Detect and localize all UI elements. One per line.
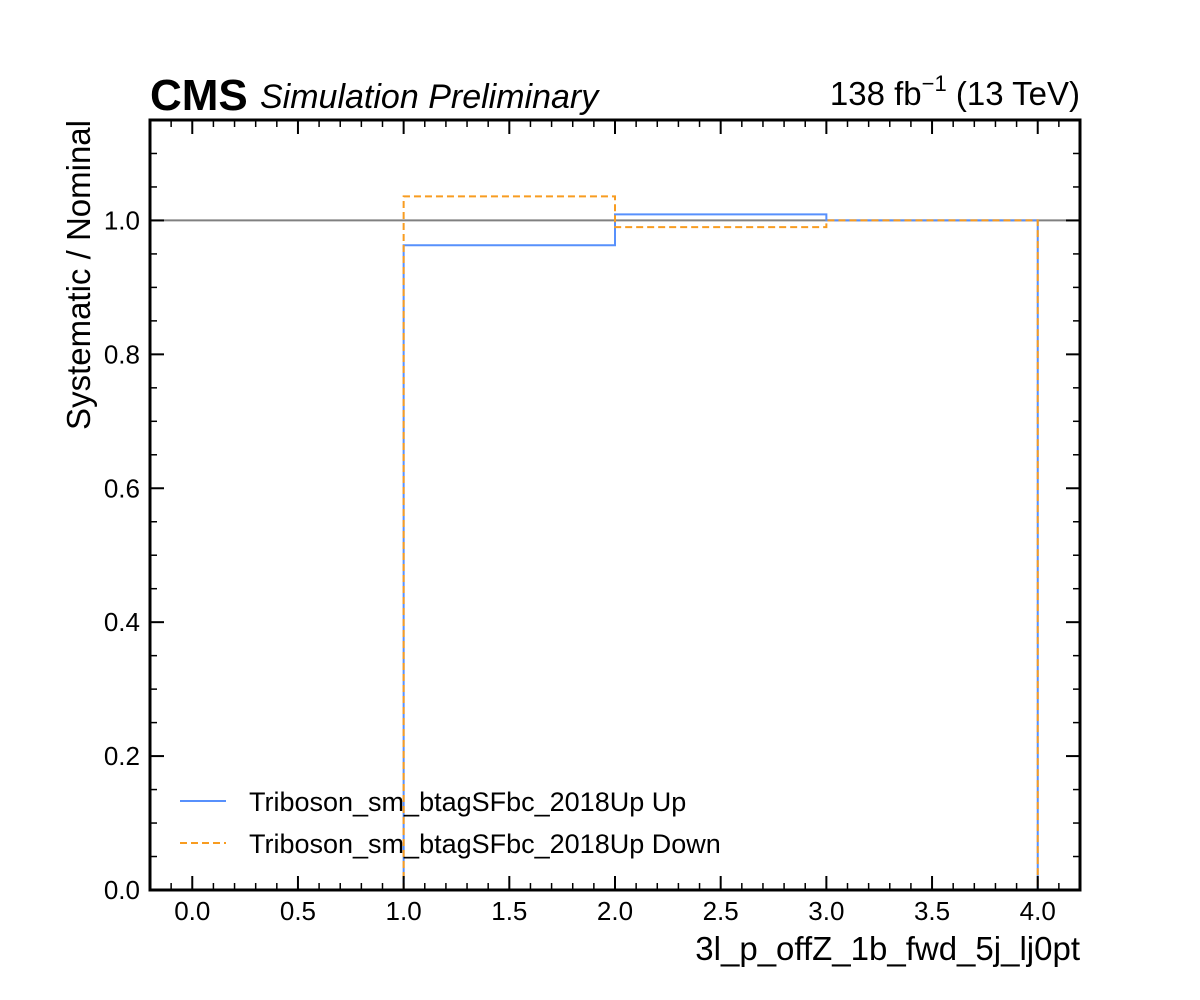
x-tick-label: 2.0 (597, 896, 633, 926)
lumi-value: 138 fb (830, 75, 922, 112)
status-label: Simulation Preliminary (260, 78, 600, 116)
y-tick-label: 0.6 (104, 473, 140, 503)
experiment-label: CMS (150, 71, 248, 120)
legend-label-2: Triboson_sm_btagSFbc_2018Up Down (249, 829, 721, 859)
plot-area: 0.0 0.5 1.0 1.5 2.0 2.5 3.0 3.5 4.0 0.0 0.2 0.4 0.6… (104, 118, 1082, 926)
y-tick-label: 0.2 (104, 741, 140, 771)
y-tick-label: 1.0 (104, 205, 140, 235)
legend-label-1: Triboson_sm_btagSFbc_2018Up Up (249, 787, 686, 817)
series-2-step-line (402, 195, 1039, 890)
x-tick-label: 3.5 (914, 896, 950, 926)
y-tick-label: 0.8 (104, 339, 140, 369)
y-axis-title: Systematic / Nominal (60, 120, 97, 430)
x-tick-label: 3.0 (808, 896, 844, 926)
y-tick-label: 0.4 (104, 607, 140, 637)
x-tick-label: 0.0 (174, 896, 210, 926)
x-tick-label: 1.5 (491, 896, 527, 926)
legend: Triboson_sm_btagSFbc_2018Up Up Triboson_s… (180, 787, 721, 859)
y-tick-label: 0.0 (104, 875, 140, 905)
x-tick-label: 0.5 (280, 896, 316, 926)
series-1-step-line (402, 213, 1039, 890)
plot-frame (148, 118, 1082, 892)
series-layer (402, 195, 1039, 890)
lumi-exponent: −1 (922, 71, 947, 96)
lumi-energy: (13 TeV) (947, 75, 1080, 112)
x-axis-title: 3l_p_offZ_1b_fwd_5j_lj0pt (695, 930, 1080, 967)
x-tick-label: 2.5 (703, 896, 739, 926)
y-axis-ticks: 0.0 0.2 0.4 0.6 0.8 1.0 (104, 152, 1080, 905)
x-tick-label: 1.0 (386, 896, 422, 926)
lumi-label: 138 fb−1 (13 TeV) (830, 71, 1080, 112)
x-axis-ticks: 0.0 0.5 1.0 1.5 2.0 2.5 3.0 3.5 4.0 (170, 120, 1060, 926)
x-tick-label: 4.0 (1020, 896, 1056, 926)
